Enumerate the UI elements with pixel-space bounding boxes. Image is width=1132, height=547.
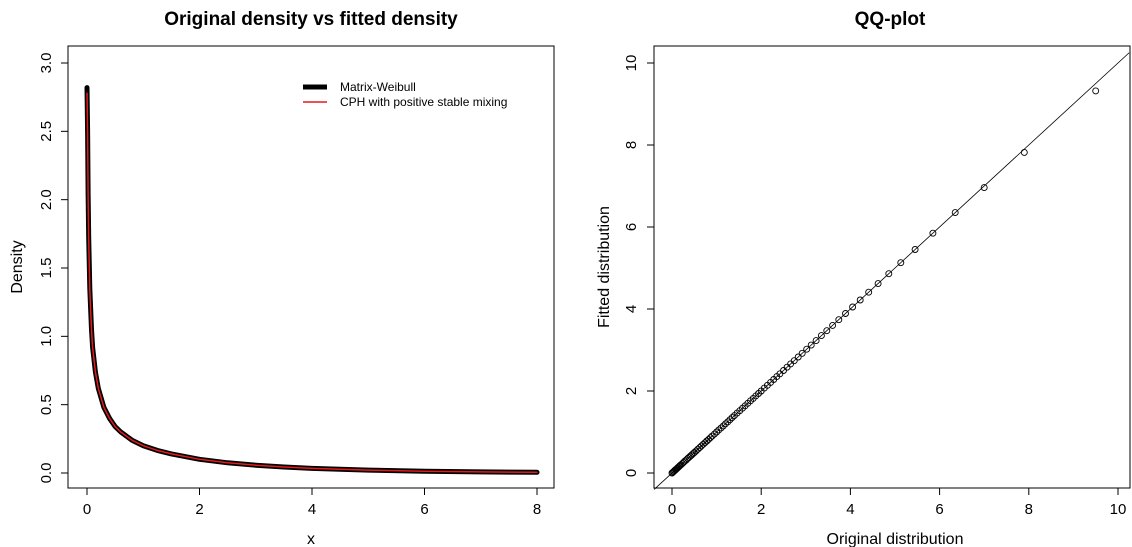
qq-point (812, 337, 820, 345)
qq-reference-line (653, 52, 1130, 490)
qq-point (829, 321, 837, 329)
qq-x-tick-label: 2 (757, 501, 765, 518)
qq-point (874, 280, 882, 288)
density-y-tick-label: 1.5 (38, 258, 55, 279)
qq-point (798, 349, 806, 357)
qq-point (817, 332, 825, 340)
density-x-tick-label: 2 (195, 501, 203, 518)
cph-line (86, 92, 538, 474)
density-y-tick-label: 0.5 (38, 394, 55, 415)
qq-x-tick-label: 0 (668, 501, 676, 518)
density-legend: Matrix-Weibull CPH with positive stable … (303, 80, 507, 109)
qq-y-axis-label: Fitted distribution (596, 206, 613, 328)
qq-x-tick-label: 4 (846, 501, 854, 518)
density-y-tick-label: 2.5 (38, 121, 55, 142)
density-y-tick-label: 0.0 (38, 463, 55, 484)
qq-point (794, 353, 802, 361)
qq-point (1092, 87, 1100, 95)
qq-x-tick-label: 8 (1025, 501, 1033, 518)
qq-point (951, 209, 959, 217)
qq-y-tick-label: 8 (623, 141, 640, 149)
qq-y-axis: 0 2 4 6 8 10 (623, 55, 655, 477)
qq-point (911, 246, 919, 253)
qq-plot-title: QQ-plot (855, 9, 926, 30)
density-x-axis-label: x (307, 531, 315, 547)
qq-point (724, 418, 732, 426)
qq-point (715, 426, 723, 434)
qq-x-tick-label: 10 (1110, 501, 1127, 518)
qq-point (728, 414, 736, 422)
qq-plot-frame (653, 45, 1131, 489)
qq-point (719, 422, 727, 430)
legend-label-cph: CPH with positive stable mixing (340, 95, 507, 109)
qq-point (708, 432, 716, 440)
qq-point (849, 303, 857, 311)
density-y-axis-label: Density (9, 240, 26, 293)
qq-plot: QQ-plot 0 2 4 6 8 10 0 2 4 6 8 10 Original distrib… (596, 9, 1131, 547)
qq-point (803, 345, 811, 353)
qq-x-axis-label: Original distribution (827, 531, 964, 547)
density-plot-frame (67, 45, 555, 489)
qq-y-tick-label: 4 (623, 305, 640, 313)
qq-x-tick-label: 6 (935, 501, 943, 518)
qq-point (865, 288, 873, 296)
density-x-tick-label: 6 (420, 501, 428, 518)
qq-y-tick-label: 2 (623, 387, 640, 395)
matrix-weibull-line (84, 85, 540, 475)
qq-point (713, 428, 721, 436)
qq-x-axis: 0 2 4 6 8 10 (668, 487, 1127, 518)
qq-point (835, 316, 843, 324)
density-x-tick-label: 4 (308, 501, 316, 518)
qq-point (717, 424, 725, 432)
density-series-lines (84, 85, 540, 475)
legend-label-matrix-weibull: Matrix-Weibull (340, 80, 416, 94)
qq-point (790, 357, 798, 365)
qq-point (929, 229, 937, 237)
qq-y-tick-label: 0 (623, 469, 640, 477)
density-x-tick-label: 0 (83, 501, 91, 518)
density-plot-title: Original density vs fitted density (164, 9, 458, 30)
qq-point (710, 430, 718, 438)
density-x-axis: 0 2 4 6 8 (83, 487, 541, 518)
density-y-tick-label: 3.0 (38, 53, 55, 74)
identity-line (653, 52, 1130, 490)
qq-point (823, 327, 831, 335)
density-x-tick-label: 8 (533, 501, 541, 518)
qq-y-tick-label: 10 (623, 55, 640, 72)
density-y-tick-label: 1.0 (38, 326, 55, 347)
density-y-axis: 0.0 0.5 1.0 1.5 2.0 2.5 3.0 (38, 53, 69, 484)
qq-points (668, 87, 1100, 477)
qq-point (706, 434, 714, 442)
qq-y-tick-label: 6 (623, 223, 640, 231)
density-y-tick-label: 2.0 (38, 189, 55, 210)
qq-point (980, 184, 988, 192)
qq-point (856, 296, 864, 304)
qq-point (897, 259, 905, 267)
qq-point (885, 270, 893, 278)
qq-point (807, 341, 815, 349)
qq-point (1020, 148, 1028, 156)
qq-point (842, 310, 849, 317)
qq-point (722, 420, 729, 428)
qq-point (726, 416, 734, 424)
density-plot: Original density vs fitted density 0 2 4 6 8… (9, 9, 555, 547)
